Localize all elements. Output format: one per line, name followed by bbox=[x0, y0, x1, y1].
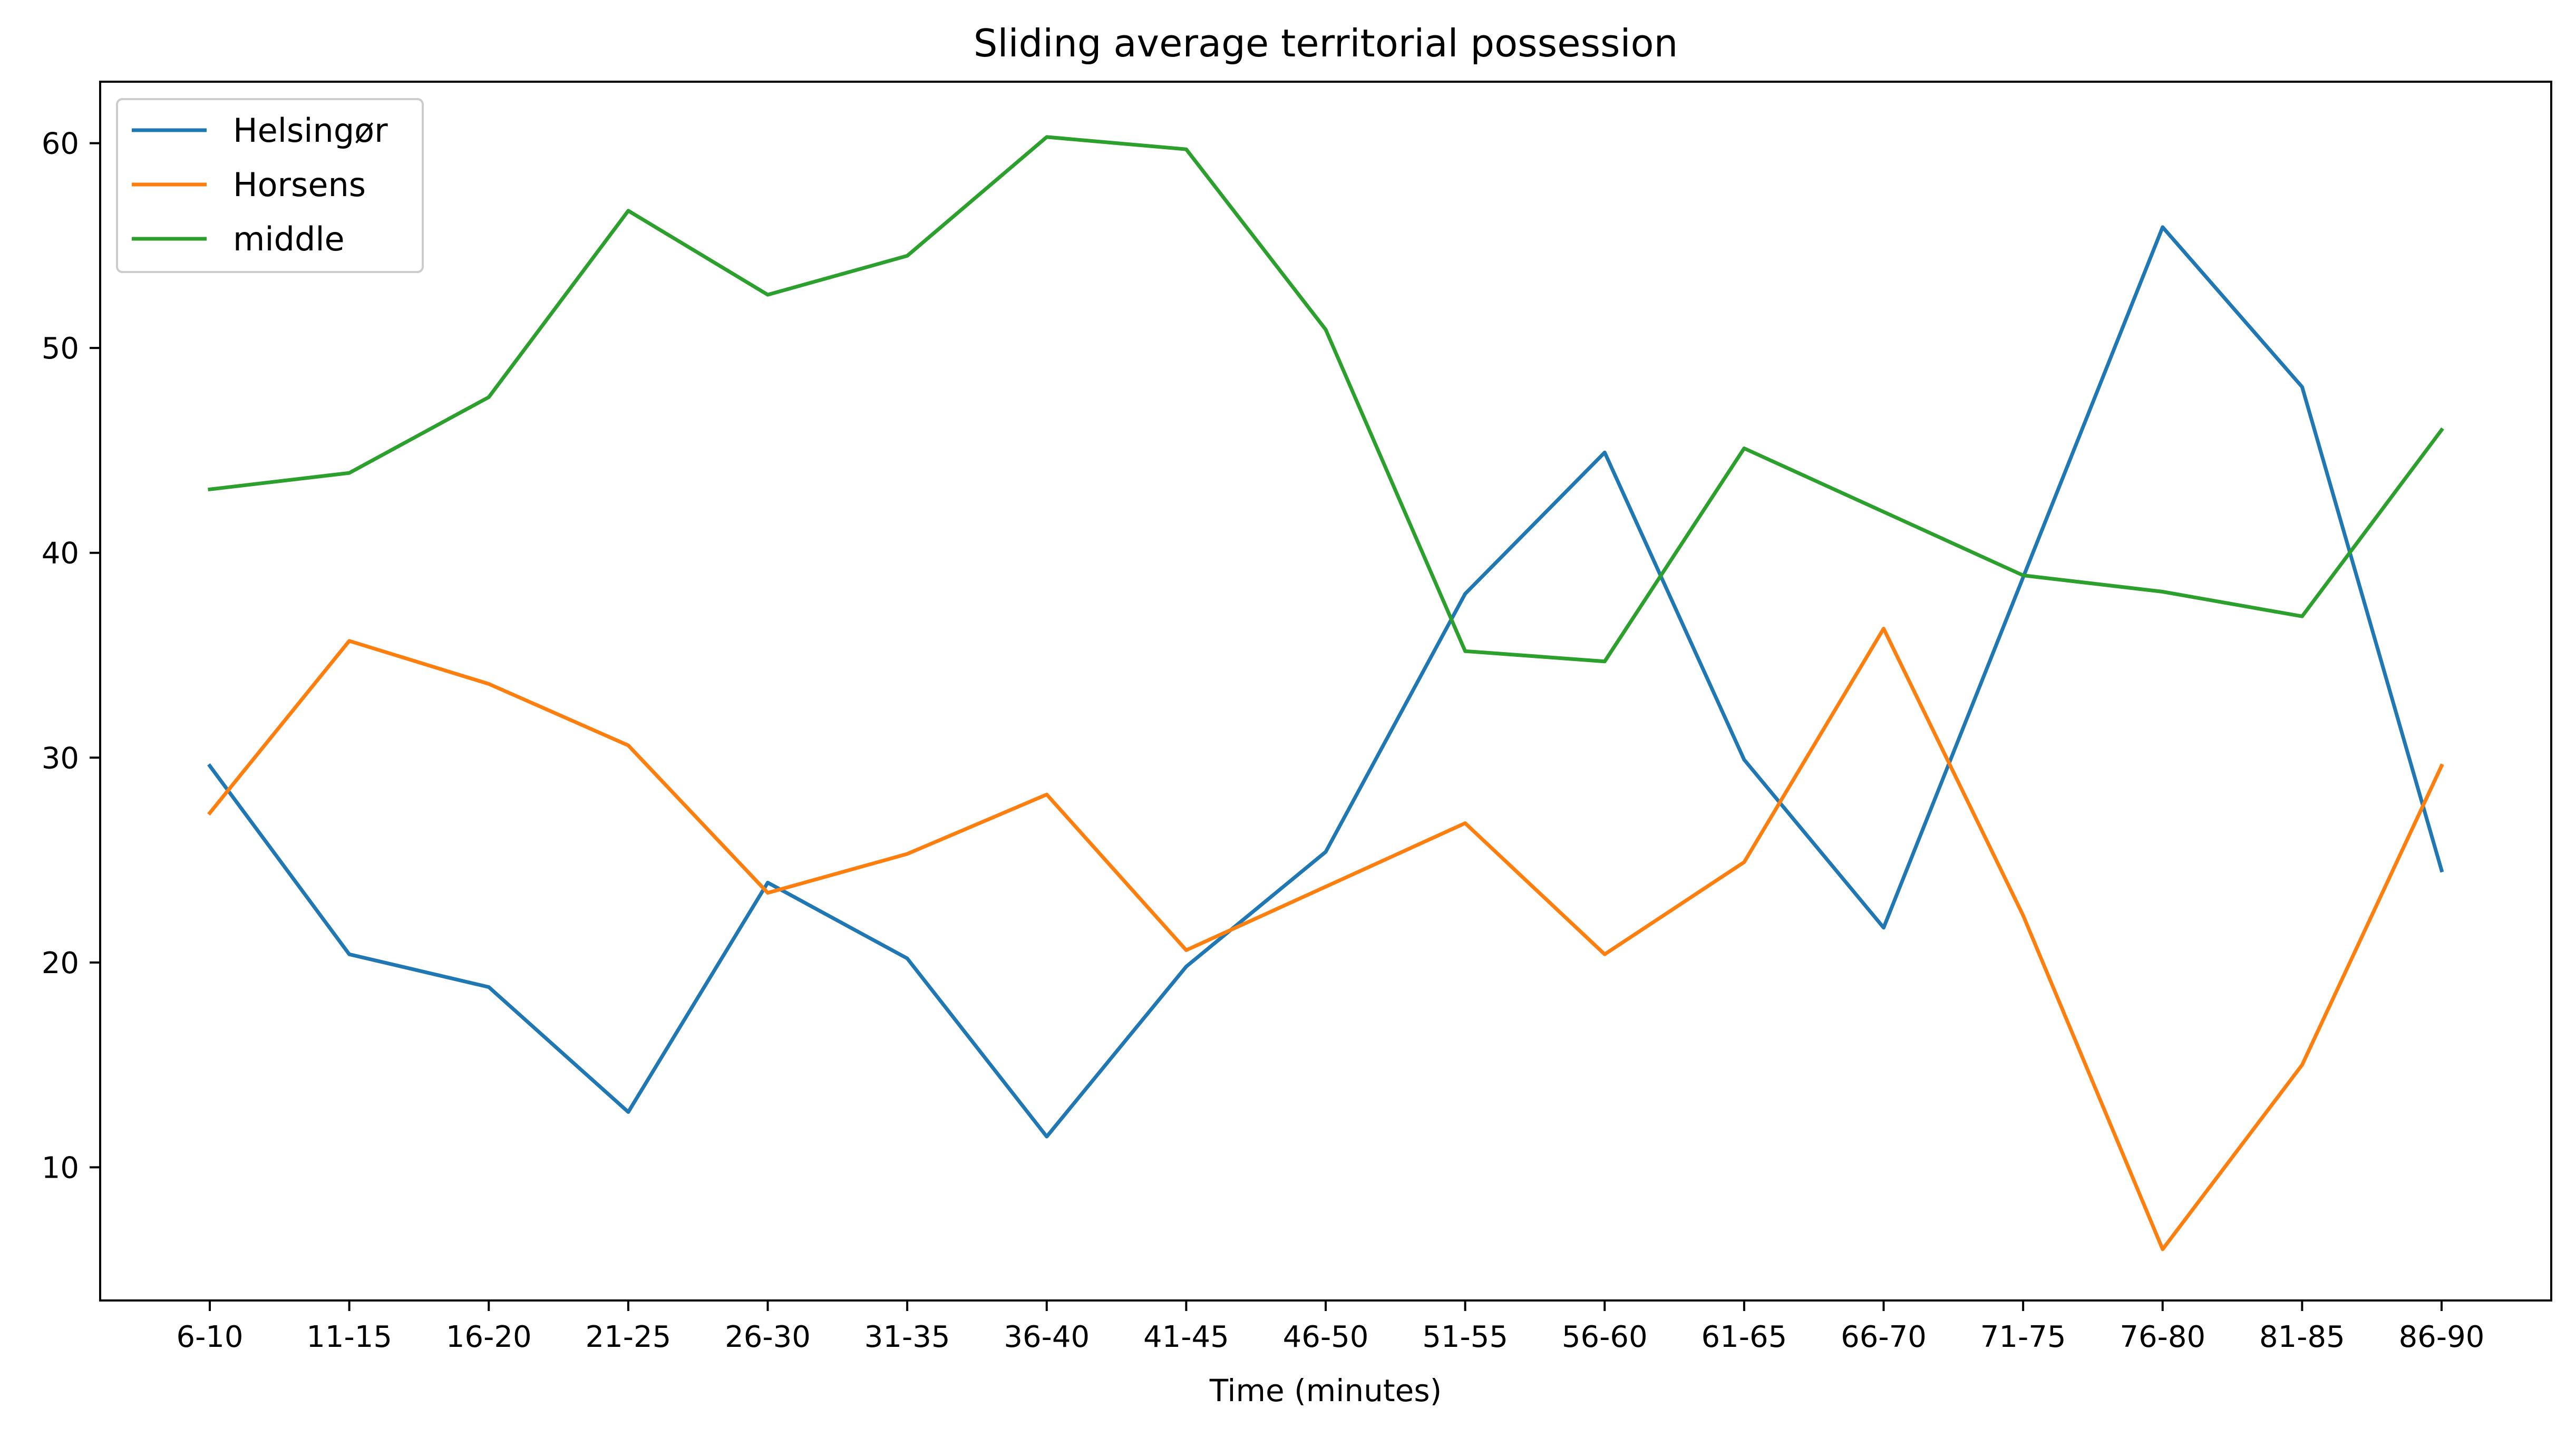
x-tick-label: 26-30 bbox=[725, 1320, 811, 1354]
series-line-1 bbox=[207, 225, 2444, 1139]
x-tick-label: 21-25 bbox=[586, 1320, 672, 1354]
y-tick-label: 10 bbox=[42, 1151, 79, 1185]
x-tick-label: 86-90 bbox=[2399, 1320, 2485, 1354]
x-tick-label: 11-15 bbox=[306, 1320, 392, 1354]
x-tick-label: 71-75 bbox=[1980, 1320, 2066, 1354]
series-line-3 bbox=[208, 135, 2444, 664]
series-line-2 bbox=[207, 627, 2444, 1251]
x-tick-label: 6-10 bbox=[176, 1320, 243, 1354]
series-layer bbox=[207, 135, 2444, 1251]
x-tick-label: 51-55 bbox=[1422, 1320, 1508, 1354]
x-tick-label: 66-70 bbox=[1841, 1320, 1927, 1354]
legend-label: middle bbox=[233, 220, 345, 258]
x-tick-label: 31-35 bbox=[864, 1320, 950, 1354]
legend-box bbox=[116, 98, 424, 273]
x-tick-label: 46-50 bbox=[1283, 1320, 1369, 1354]
x-tick-label: 81-85 bbox=[2259, 1320, 2345, 1354]
x-tick-label: 56-60 bbox=[1562, 1320, 1648, 1354]
y-tick-label: 60 bbox=[42, 127, 79, 161]
legend-label: Horsens bbox=[233, 166, 366, 204]
x-axis: 6-10 11-15 16-20 21-25 26-30 31-35 36-40 41-45 4… bbox=[176, 1300, 2484, 1354]
x-tick-label: 76-80 bbox=[2120, 1320, 2205, 1354]
x-axis-title: Time (minutes) bbox=[1209, 1373, 1442, 1409]
legend-label: Helsingør bbox=[233, 111, 388, 150]
x-tick-label: 36-40 bbox=[1004, 1320, 1090, 1354]
x-tick-label: 61-65 bbox=[1702, 1320, 1787, 1354]
y-tick-label: 20 bbox=[42, 946, 79, 980]
y-tick-label: 40 bbox=[42, 537, 79, 571]
chart-title: Sliding average territorial possession bbox=[974, 21, 1678, 65]
y-tick-label: 30 bbox=[42, 741, 79, 775]
y-axis: 10 20 30 40 50 60 bbox=[42, 127, 100, 1185]
x-tick-label: 41-45 bbox=[1143, 1320, 1229, 1354]
y-tick-label: 50 bbox=[42, 332, 79, 366]
x-tick-label: 16-20 bbox=[446, 1320, 532, 1354]
legend: Helsingør Horsens middle bbox=[116, 98, 424, 273]
